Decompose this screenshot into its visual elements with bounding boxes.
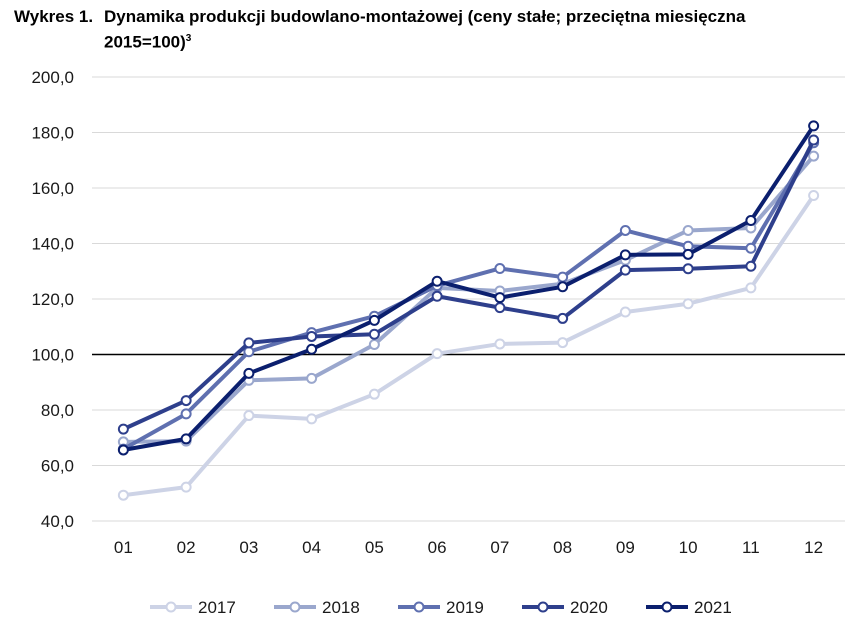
data-point	[368, 388, 380, 400]
legend-label: 2020	[570, 598, 608, 617]
data-point	[745, 260, 757, 272]
data-point	[180, 395, 192, 407]
data-point	[431, 275, 443, 287]
data-point	[557, 337, 569, 349]
data-point	[117, 489, 129, 501]
x-tick-label: 09	[616, 538, 635, 557]
data-point	[808, 150, 820, 162]
legend-item: 2018	[274, 598, 360, 617]
x-tick-label: 04	[302, 538, 321, 557]
chart-title-text: Dynamika produkcji budowlano-montażowej …	[104, 7, 746, 52]
data-point	[808, 134, 820, 146]
data-point	[808, 189, 820, 201]
data-point	[745, 242, 757, 254]
data-point	[619, 264, 631, 276]
data-point	[243, 367, 255, 379]
x-tick-label: 10	[679, 538, 698, 557]
series-2021	[117, 120, 820, 456]
footnote-marker: 3	[185, 33, 192, 44]
y-tick-label: 100,0	[31, 346, 74, 365]
data-point	[682, 248, 694, 260]
legend-item: 2017	[150, 598, 236, 617]
data-point	[368, 314, 380, 326]
legend-label: 2021	[694, 598, 732, 617]
data-point	[368, 328, 380, 340]
data-point	[619, 249, 631, 261]
data-point	[117, 444, 129, 456]
data-point	[494, 292, 506, 304]
y-tick-label: 200,0	[31, 68, 74, 87]
legend-marker	[537, 601, 549, 613]
data-point	[557, 271, 569, 283]
data-point	[682, 263, 694, 275]
data-point	[682, 224, 694, 236]
data-point	[494, 262, 506, 274]
data-point	[557, 312, 569, 324]
legend-label: 2019	[446, 598, 484, 617]
legend-label: 2017	[198, 598, 236, 617]
legend-marker	[289, 601, 301, 613]
legend-marker	[165, 601, 177, 613]
y-tick-label: 80,0	[41, 401, 74, 420]
legend-item: 2021	[646, 598, 732, 617]
data-point	[180, 433, 192, 445]
data-point	[243, 410, 255, 422]
y-tick-label: 140,0	[31, 235, 74, 254]
series-line	[122, 139, 816, 431]
legend-marker	[661, 601, 673, 613]
x-tick-label: 12	[804, 538, 823, 557]
data-point	[682, 298, 694, 310]
data-point	[306, 413, 318, 425]
chart-title: Wykres 1. Dynamika produkcji budowlano-mo…	[14, 6, 814, 54]
series-line	[123, 194, 816, 498]
y-tick-label: 120,0	[31, 290, 74, 309]
data-point	[557, 281, 569, 293]
x-tick-label: 06	[428, 538, 447, 557]
x-tick-label: 07	[490, 538, 509, 557]
data-point	[306, 372, 318, 384]
x-tick-label: 11	[742, 538, 760, 557]
x-tick-label: 01	[114, 538, 133, 557]
figure-label: Wykres 1.	[14, 7, 94, 26]
legend-label: 2018	[322, 598, 360, 617]
data-point	[494, 302, 506, 314]
y-axis-ticks: 40,0 60,0 80,0 100,0 120,0 140,0 160,0 180,0 200…	[31, 68, 74, 531]
data-point	[306, 330, 318, 342]
data-point	[431, 348, 443, 360]
y-tick-label: 180,0	[31, 124, 74, 143]
data-point	[306, 343, 318, 355]
data-point	[619, 306, 631, 318]
data-point	[808, 120, 820, 132]
x-tick-label: 02	[177, 538, 196, 557]
legend-item: 2019	[398, 598, 484, 617]
y-tick-label: 160,0	[31, 179, 74, 198]
series-lines	[117, 120, 820, 501]
y-tick-label: 60,0	[41, 457, 74, 476]
data-point	[243, 337, 255, 349]
x-tick-label: 08	[553, 538, 572, 557]
series-2020	[117, 134, 820, 435]
legend-marker	[413, 601, 425, 613]
y-tick-label: 40,0	[41, 512, 74, 531]
gridlines	[92, 76, 845, 522]
legend: 2017 2018 2019 2020 2021	[150, 598, 732, 617]
data-point	[117, 423, 129, 435]
data-point	[494, 338, 506, 350]
data-point	[180, 408, 192, 420]
series-2017	[117, 189, 820, 501]
series-line	[123, 124, 816, 452]
data-point	[431, 290, 443, 302]
data-point	[619, 224, 631, 236]
data-point	[745, 282, 757, 294]
x-axis-ticks: 01 02 03 04 05 06 07 08 09 10 11 12	[114, 538, 823, 557]
data-point	[180, 481, 192, 493]
data-point	[745, 214, 757, 226]
data-point	[243, 346, 255, 358]
x-tick-label: 05	[365, 538, 384, 557]
x-tick-label: 03	[239, 538, 258, 557]
legend-item: 2020	[522, 598, 608, 617]
data-point	[368, 339, 380, 351]
